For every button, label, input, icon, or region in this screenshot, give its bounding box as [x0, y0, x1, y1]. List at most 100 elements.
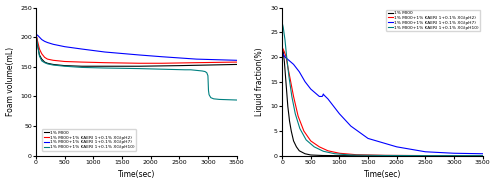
- 1% MI00+1% KAERI 1+0.1% XG(pH7): [320, 94, 326, 97]
- 1% MI00+1% KAERI 1+0.1% XG(pH2): [382, 154, 388, 157]
- 1% MI00: [205, 64, 211, 66]
- 1% MI00: [291, 140, 297, 142]
- 1% MI00: [35, 45, 41, 47]
- 1% MI00+1% KAERI 1+0.1% XG(pH10): [193, 69, 199, 71]
- 1% MI00+1% KAERI 1+0.1% XG(pH7): [45, 41, 51, 44]
- 1% MI00+1% KAERI 1+0.1% XG(pH2): [285, 66, 291, 68]
- 1% MI00+1% KAERI 1+0.1% XG(pH10): [199, 70, 205, 72]
- Line: 1% MI00+1% KAERI 1+0.1% XG(pH2): 1% MI00+1% KAERI 1+0.1% XG(pH2): [282, 47, 483, 156]
- 1% MI00+1% KAERI 1+0.1% XG(pH2): [79, 61, 85, 63]
- 1% MI00: [102, 65, 108, 67]
- X-axis label: Time(sec): Time(sec): [118, 170, 155, 179]
- Y-axis label: Liquid fraction(%): Liquid fraction(%): [255, 47, 264, 116]
- 1% MI00+1% KAERI 1+0.1% XG(pH10): [42, 62, 48, 64]
- 1% MI00+1% KAERI 1+0.1% XG(pH2): [280, 48, 286, 51]
- 1% MI00: [319, 154, 325, 157]
- 1% MI00+1% KAERI 1+0.1% XG(pH7): [279, 51, 285, 53]
- 1% MI00+1% KAERI 1+0.1% XG(pH10): [136, 68, 142, 70]
- 1% MI00+1% KAERI 1+0.1% XG(pH10): [480, 154, 486, 157]
- Line: 1% MI00+1% KAERI 1+0.1% XG(pH10): 1% MI00+1% KAERI 1+0.1% XG(pH10): [36, 34, 237, 100]
- 1% MI00+1% KAERI 1+0.1% XG(pH7): [296, 71, 302, 73]
- 1% MI00+1% KAERI 1+0.1% XG(pH10): [206, 94, 212, 96]
- Line: 1% MI00+1% KAERI 1+0.1% XG(pH2): 1% MI00+1% KAERI 1+0.1% XG(pH2): [36, 34, 237, 63]
- 1% MI00+1% KAERI 1+0.1% XG(pH2): [295, 115, 301, 117]
- 1% MI00: [302, 153, 308, 155]
- 1% MI00+1% KAERI 1+0.1% XG(pH2): [291, 95, 297, 97]
- 1% MI00+1% KAERI 1+0.1% XG(pH2): [279, 46, 285, 48]
- 1% MI00+1% KAERI 1+0.1% XG(pH7): [35, 34, 41, 36]
- Line: 1% MI00+1% KAERI 1+0.1% XG(pH7): 1% MI00+1% KAERI 1+0.1% XG(pH7): [36, 34, 237, 60]
- 1% MI00+1% KAERI 1+0.1% XG(pH10): [280, 26, 286, 28]
- 1% MI00: [294, 146, 300, 148]
- 1% MI00+1% KAERI 1+0.1% XG(pH7): [193, 58, 199, 60]
- 1% MI00: [283, 76, 289, 78]
- 1% MI00: [79, 65, 85, 67]
- 1% MI00+1% KAERI 1+0.1% XG(pH7): [365, 137, 371, 139]
- 1% MI00+1% KAERI 1+0.1% XG(pH7): [308, 88, 313, 90]
- 1% MI00+1% KAERI 1+0.1% XG(pH10): [159, 68, 165, 70]
- 1% MI00: [37, 54, 43, 56]
- 1% MI00+1% KAERI 1+0.1% XG(pH10): [37, 55, 43, 57]
- 1% MI00+1% KAERI 1+0.1% XG(pH10): [289, 95, 295, 97]
- 1% MI00: [39, 58, 45, 60]
- 1% MI00+1% KAERI 1+0.1% XG(pH2): [281, 51, 287, 53]
- 1% MI00+1% KAERI 1+0.1% XG(pH10): [216, 98, 222, 100]
- 1% MI00: [281, 61, 287, 63]
- X-axis label: Time(sec): Time(sec): [364, 170, 401, 179]
- 1% MI00+1% KAERI 1+0.1% XG(pH7): [280, 53, 286, 55]
- 1% MI00+1% KAERI 1+0.1% XG(pH10): [202, 70, 208, 73]
- 1% MI00+1% KAERI 1+0.1% XG(pH10): [303, 139, 309, 141]
- 1% MI00: [62, 65, 67, 67]
- 1% MI00+1% KAERI 1+0.1% XG(pH7): [321, 94, 327, 96]
- 1% MI00+1% KAERI 1+0.1% XG(pH7): [42, 40, 48, 42]
- 1% MI00+1% KAERI 1+0.1% XG(pH10): [311, 146, 317, 148]
- 1% MI00+1% KAERI 1+0.1% XG(pH7): [102, 51, 108, 53]
- 1% MI00+1% KAERI 1+0.1% XG(pH2): [37, 48, 43, 50]
- 1% MI00: [42, 61, 48, 63]
- 1% MI00+1% KAERI 1+0.1% XG(pH7): [159, 56, 165, 58]
- 1% MI00+1% KAERI 1+0.1% XG(pH7): [37, 36, 43, 38]
- 1% MI00: [296, 150, 302, 152]
- 1% MI00+1% KAERI 1+0.1% XG(pH2): [39, 53, 45, 55]
- 1% MI00+1% KAERI 1+0.1% XG(pH7): [302, 80, 308, 83]
- 1% MI00+1% KAERI 1+0.1% XG(pH2): [288, 80, 294, 83]
- 1% MI00+1% KAERI 1+0.1% XG(pH10): [208, 97, 214, 99]
- 1% MI00+1% KAERI 1+0.1% XG(pH10): [62, 65, 67, 67]
- Legend: 1% MI00, 1% MI00+1% KAERI 1+0.1% XG(pH2), 1% MI00+1% KAERI 1+0.1% XG(pH7), 1% MI: 1% MI00, 1% MI00+1% KAERI 1+0.1% XG(pH2)…: [42, 130, 136, 151]
- 1% MI00: [45, 62, 51, 64]
- 1% MI00+1% KAERI 1+0.1% XG(pH2): [325, 150, 331, 152]
- 1% MI00+1% KAERI 1+0.1% XG(pH2): [42, 56, 48, 58]
- 1% MI00+1% KAERI 1+0.1% XG(pH7): [234, 59, 240, 61]
- Legend: 1% MI00, 1% MI00+1% KAERI 1+0.1% XG(pH2), 1% MI00+1% KAERI 1+0.1% XG(pH7), 1% MI: 1% MI00, 1% MI00+1% KAERI 1+0.1% XG(pH2)…: [386, 10, 481, 31]
- 1% MI00+1% KAERI 1+0.1% XG(pH10): [279, 21, 285, 23]
- 1% MI00+1% KAERI 1+0.1% XG(pH7): [319, 95, 325, 97]
- 1% MI00: [280, 51, 286, 53]
- 1% MI00+1% KAERI 1+0.1% XG(pH2): [45, 58, 51, 60]
- 1% MI00+1% KAERI 1+0.1% XG(pH2): [308, 140, 313, 142]
- 1% MI00+1% KAERI 1+0.1% XG(pH7): [136, 54, 142, 56]
- 1% MI00: [33, 33, 39, 35]
- 1% MI00: [480, 155, 486, 157]
- 1% MI00: [308, 154, 313, 156]
- 1% MI00+1% KAERI 1+0.1% XG(pH7): [79, 48, 85, 50]
- 1% MI00: [50, 63, 56, 65]
- 1% MI00+1% KAERI 1+0.1% XG(pH2): [50, 59, 56, 61]
- 1% MI00+1% KAERI 1+0.1% XG(pH10): [102, 67, 108, 69]
- 1% MI00: [287, 120, 293, 122]
- 1% MI00+1% KAERI 1+0.1% XG(pH10): [204, 72, 210, 74]
- 1% MI00: [336, 154, 342, 157]
- 1% MI00+1% KAERI 1+0.1% XG(pH2): [33, 33, 39, 35]
- 1% MI00+1% KAERI 1+0.1% XG(pH10): [282, 38, 288, 41]
- 1% MI00+1% KAERI 1+0.1% XG(pH7): [285, 58, 291, 60]
- 1% MI00+1% KAERI 1+0.1% XG(pH7): [33, 33, 39, 35]
- 1% MI00+1% KAERI 1+0.1% XG(pH10): [332, 153, 338, 155]
- 1% MI00+1% KAERI 1+0.1% XG(pH7): [288, 61, 294, 63]
- 1% MI00+1% KAERI 1+0.1% XG(pH7): [348, 125, 354, 127]
- 1% MI00+1% KAERI 1+0.1% XG(pH2): [234, 61, 240, 63]
- 1% MI00+1% KAERI 1+0.1% XG(pH10): [39, 60, 45, 62]
- 1% MI00+1% KAERI 1+0.1% XG(pH10): [284, 56, 290, 58]
- 1% MI00+1% KAERI 1+0.1% XG(pH10): [33, 33, 39, 35]
- Line: 1% MI00: 1% MI00: [36, 34, 237, 66]
- 1% MI00+1% KAERI 1+0.1% XG(pH10): [292, 113, 298, 115]
- 1% MI00: [284, 90, 290, 93]
